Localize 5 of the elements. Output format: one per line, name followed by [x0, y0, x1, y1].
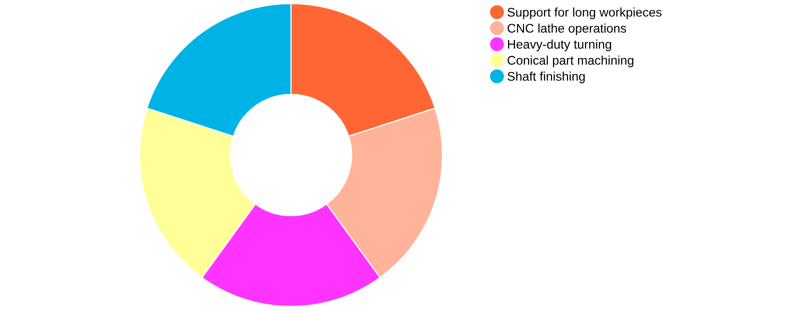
legend-label: CNC lathe operations [508, 24, 626, 36]
legend-label: Support for long workpieces [508, 8, 662, 20]
legend-label: Heavy-duty turning [508, 40, 612, 52]
legend-label: Shaft finishing [508, 72, 585, 84]
legend-label: Conical part machining [508, 56, 634, 68]
